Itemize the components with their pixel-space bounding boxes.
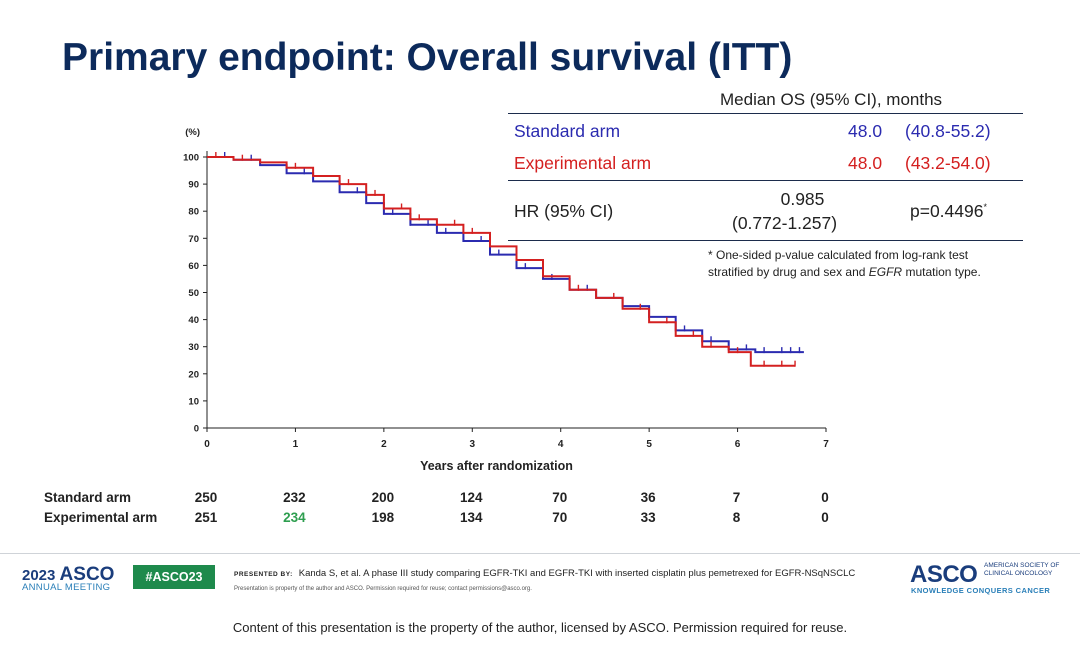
footnote-line-2: stratified by drug and sex and EGFR muta… bbox=[708, 265, 981, 279]
y-tick-label: 30 bbox=[188, 342, 199, 353]
experimental-arm-ci: (43.2-54.0) bbox=[905, 153, 991, 173]
y-tick-label: 0 bbox=[194, 424, 199, 435]
x-tick-label: 4 bbox=[558, 439, 564, 450]
risk-count: 36 bbox=[640, 490, 656, 505]
y-tick-label: 80 bbox=[188, 207, 199, 218]
risk-count: 0 bbox=[821, 490, 829, 505]
km-curve-experimental bbox=[207, 156, 796, 367]
risk-row-label: Standard arm bbox=[44, 490, 132, 505]
table-rule-bottom bbox=[508, 240, 1023, 241]
hr-label: HR (95% CI) bbox=[514, 201, 614, 221]
y-tick-label: 70 bbox=[188, 234, 199, 245]
footnote-line-1: * One-sided p-value calculated from log-… bbox=[708, 248, 969, 262]
risk-count: 198 bbox=[371, 510, 395, 525]
x-tick-label: 7 bbox=[823, 439, 829, 450]
y-tick-label: 100 bbox=[183, 153, 199, 164]
footer-divider bbox=[0, 553, 1080, 554]
table-rule-top bbox=[508, 113, 1023, 114]
hr-ci: (0.772-1.257) bbox=[732, 213, 838, 233]
page-title: Primary endpoint: Overall survival (ITT) bbox=[62, 36, 793, 79]
x-tick-label: 3 bbox=[470, 439, 476, 450]
presented-by: PRESENTED BY: Kanda S, et al. A phase III… bbox=[234, 568, 856, 579]
risk-count: 70 bbox=[552, 490, 568, 505]
asco-logo: ASCO bbox=[910, 561, 978, 588]
x-tick-label: 6 bbox=[735, 439, 741, 450]
x-tick-label: 2 bbox=[381, 439, 387, 450]
table-header: Median OS (95% CI), months bbox=[720, 90, 943, 109]
meeting-logo: 2023 ASCO bbox=[22, 564, 115, 585]
standard-arm-label: Standard arm bbox=[514, 121, 621, 141]
x-axis-label: Years after randomization bbox=[420, 459, 573, 473]
y-tick-label: 10 bbox=[188, 396, 199, 407]
hashtag-badge: #ASCO23 bbox=[133, 565, 215, 589]
asco-society-name: AMERICAN SOCIETY OF CLINICAL ONCOLOGY bbox=[984, 562, 1060, 577]
risk-count: 124 bbox=[460, 490, 483, 505]
x-tick-label: 1 bbox=[293, 439, 299, 450]
y-tick-label: 50 bbox=[188, 288, 199, 299]
risk-count: 200 bbox=[371, 490, 395, 505]
risk-count: 7 bbox=[732, 490, 741, 505]
risk-count: 234 bbox=[283, 510, 306, 525]
y-tick-label: 60 bbox=[188, 261, 199, 272]
standard-arm-ci: (40.8-55.2) bbox=[905, 121, 991, 141]
p-value-marker: * bbox=[983, 202, 987, 213]
y-axis-label: (%) bbox=[185, 127, 200, 138]
risk-count: 232 bbox=[283, 490, 306, 505]
meeting-name: ANNUAL MEETING bbox=[22, 582, 111, 593]
experimental-arm-label: Experimental arm bbox=[514, 153, 652, 173]
risk-row-label: Experimental arm bbox=[44, 510, 158, 525]
copyright-notice: Content of this presentation is the prop… bbox=[232, 620, 848, 635]
x-tick-label: 0 bbox=[204, 439, 210, 450]
risk-count: 251 bbox=[194, 510, 218, 525]
asco-tagline: KNOWLEDGE CONQUERS CANCER bbox=[911, 586, 1051, 595]
x-tick-label: 5 bbox=[646, 439, 652, 450]
standard-arm-median: 48.0 bbox=[848, 121, 883, 141]
km-curve-standard bbox=[207, 156, 804, 354]
p-value: p=0.4496 bbox=[910, 201, 984, 221]
risk-count: 250 bbox=[194, 490, 218, 505]
experimental-arm-median: 48.0 bbox=[848, 153, 883, 173]
y-tick-label: 20 bbox=[188, 369, 199, 380]
risk-count: 134 bbox=[460, 510, 483, 525]
risk-count: 0 bbox=[821, 510, 829, 525]
risk-count: 70 bbox=[552, 510, 568, 525]
presentation-notice: Presentation is property of the author a… bbox=[234, 586, 532, 592]
y-tick-label: 90 bbox=[188, 180, 199, 191]
risk-count: 8 bbox=[732, 510, 741, 525]
y-tick-label: 40 bbox=[188, 315, 199, 326]
risk-count: 33 bbox=[640, 510, 656, 525]
table-rule-middle bbox=[508, 180, 1023, 181]
hr-value: 0.985 bbox=[780, 189, 825, 209]
